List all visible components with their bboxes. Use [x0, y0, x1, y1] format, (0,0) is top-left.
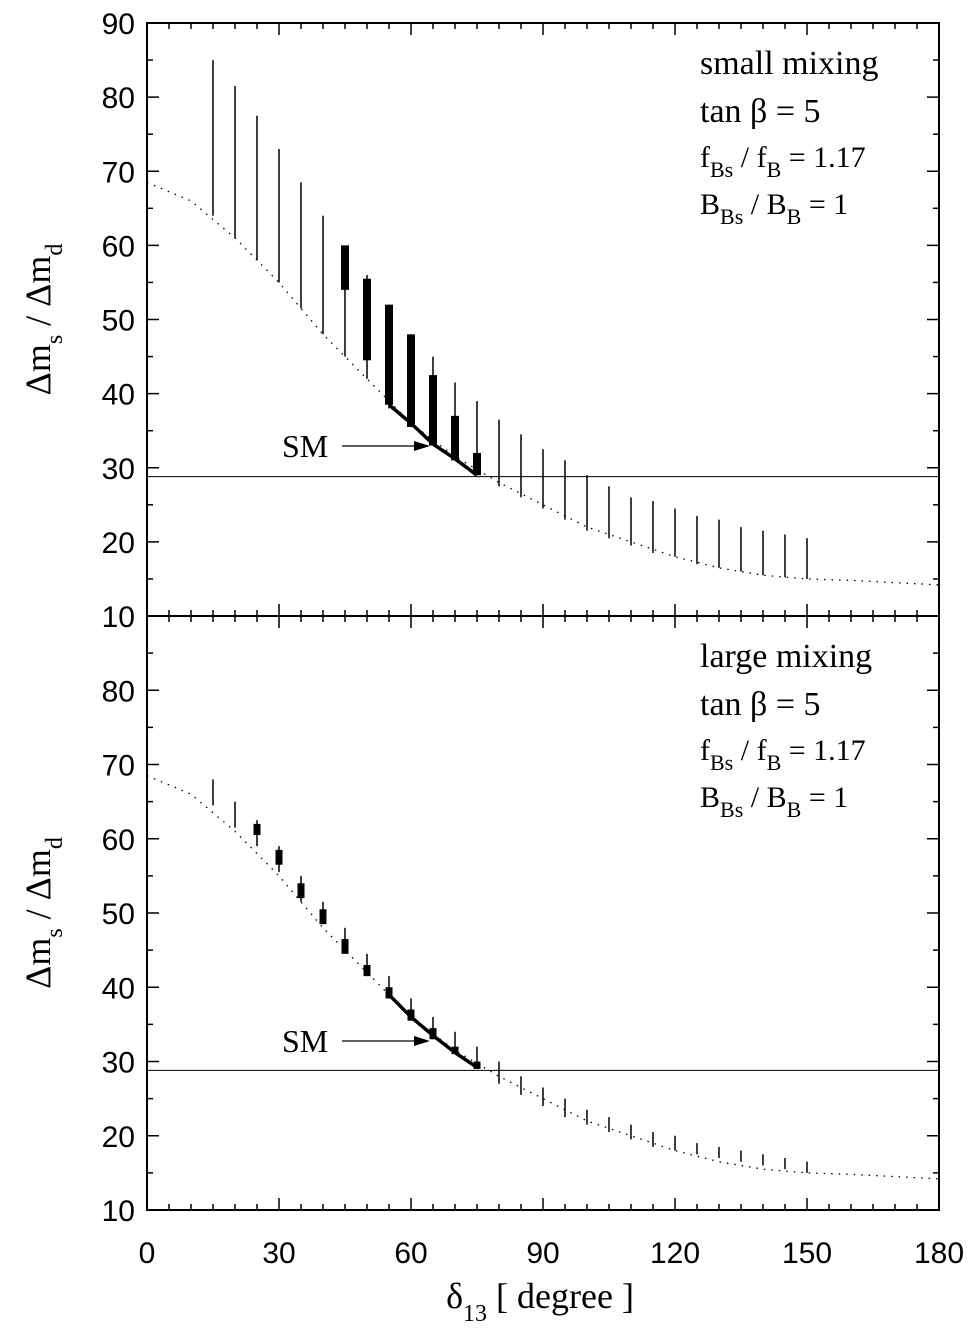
y-tick-label: 10: [102, 601, 135, 634]
thick-bar: [429, 375, 437, 446]
y-tick-label: 10: [102, 1195, 135, 1228]
dotted-curve: [146, 775, 940, 1180]
x-tick-label: 180: [914, 1237, 964, 1270]
y-tick-label: 60: [102, 230, 135, 263]
thick-bar: [451, 1046, 459, 1055]
x-axis-label: δ13 [ degree ]: [446, 1276, 634, 1327]
thick-bar: [473, 452, 481, 476]
annotation-line: large mixing: [700, 638, 872, 675]
sm-arrowhead: [414, 1036, 430, 1046]
top-panel: 10 20 30 40 50 60 70 80 90 Δms / Δmd SM small mixin…: [18, 8, 940, 634]
thick-bar: [341, 938, 349, 954]
thick-bar: [275, 849, 283, 865]
y-tick-label: 80: [102, 82, 135, 115]
x-tick-label: 120: [650, 1237, 700, 1270]
x-tick-label: 30: [262, 1237, 295, 1270]
y-tick-label: 50: [102, 305, 135, 338]
dotted-curve: [146, 181, 940, 586]
y-axis-label: Δms / Δmd: [18, 837, 68, 989]
annotation-line: BBs / BB = 1: [700, 188, 848, 229]
thick-bar: [473, 1061, 481, 1069]
annotation-line: BBs / BB = 1: [700, 781, 848, 822]
sm-label: SM: [282, 1023, 328, 1059]
y-tick-label: 20: [102, 527, 135, 560]
y-tick-label: 70: [102, 750, 135, 783]
thick-bar: [385, 304, 393, 405]
thick-bar: [407, 334, 415, 427]
y-tick-label: 80: [102, 675, 135, 708]
sm-curve: [387, 993, 478, 1069]
thick-bar: [363, 278, 371, 361]
sm-arrowhead: [414, 441, 430, 451]
thick-bar: [253, 823, 261, 836]
x-axis: 0 30 60 90 120 150 180 δ13 [ degree ]: [139, 1237, 964, 1327]
thick-bar: [341, 245, 349, 290]
y-tick-label: 60: [102, 824, 135, 857]
y-tick-label: 40: [102, 379, 135, 412]
annotation-line: fBs / fB = 1.17: [700, 734, 866, 775]
y-tick-label: 50: [102, 898, 135, 931]
y-tick-label: 90: [102, 8, 135, 41]
thick-bar: [385, 987, 393, 999]
x-tick-label: 0: [139, 1237, 156, 1270]
x-tick-label: 150: [782, 1237, 832, 1270]
sm-curve: [387, 403, 479, 477]
y-tick-label: 20: [102, 1121, 135, 1154]
y-tick-label: 30: [102, 453, 135, 486]
annotation-line: tan β = 5: [700, 686, 821, 723]
x-tick-label: 60: [394, 1237, 427, 1270]
y-axis-label: Δms / Δmd: [18, 244, 68, 396]
x-tick-label: 90: [526, 1237, 559, 1270]
y-tick-label: 30: [102, 1047, 135, 1080]
thick-bar: [451, 415, 459, 461]
annotation-line: small mixing: [700, 45, 879, 82]
thick-bar: [319, 909, 327, 925]
thick-bar: [297, 883, 305, 899]
bottom-panel: 10 20 30 40 50 60 70 80 Δms / Δmd SM large mixing t…: [18, 615, 940, 1228]
annotation-line: tan β = 5: [700, 93, 821, 130]
y-tick-label: 70: [102, 156, 135, 189]
annotation-line: fBs / fB = 1.17: [700, 141, 866, 182]
sm-label: SM: [282, 428, 328, 464]
y-tick-label: 40: [102, 972, 135, 1005]
thick-bar: [363, 964, 371, 977]
